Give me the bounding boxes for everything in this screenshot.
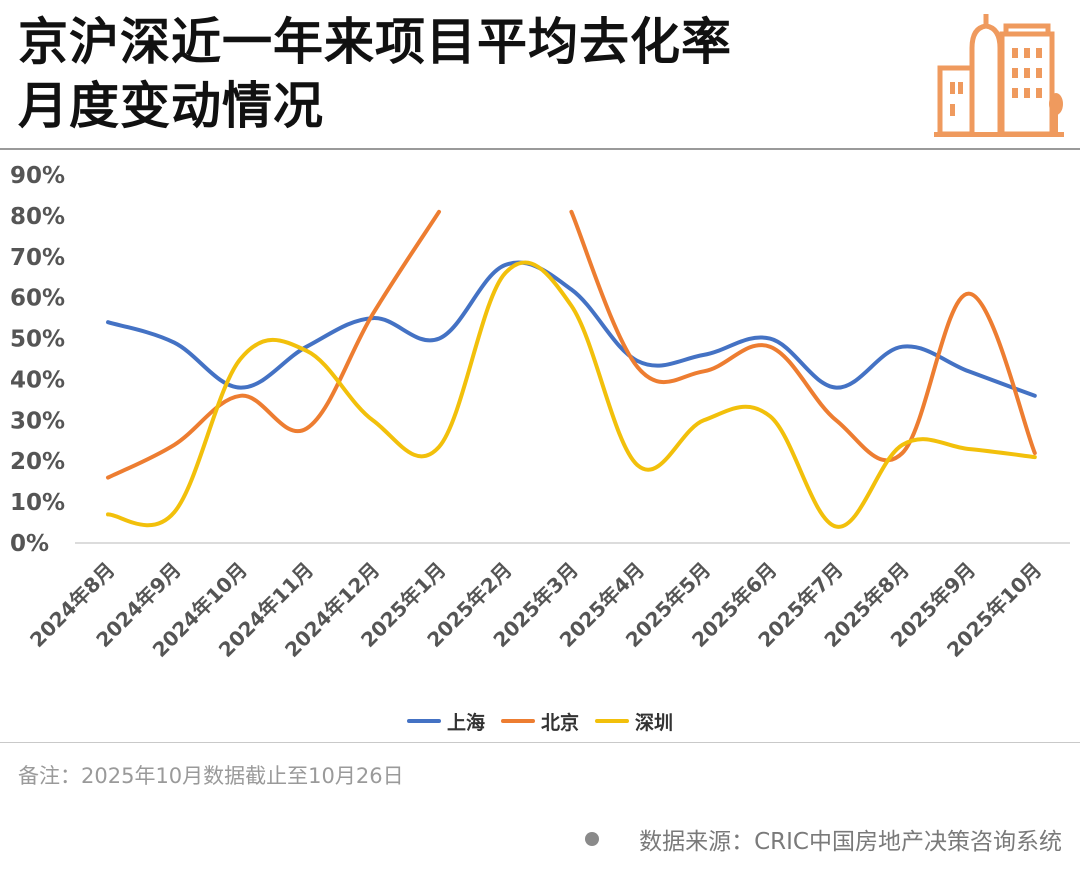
legend-label: 北京 bbox=[540, 711, 579, 734]
series-line-北京 bbox=[106, 209, 441, 480]
y-tick-label: 0% bbox=[10, 531, 49, 557]
series-line-上海 bbox=[106, 260, 1037, 398]
y-tick-label: 30% bbox=[10, 408, 65, 434]
legend-item: 深圳 bbox=[595, 708, 673, 735]
y-tick-label: 60% bbox=[10, 286, 65, 312]
footnote: 备注：2025年10月数据截止至10月26日 bbox=[18, 764, 404, 788]
title-divider bbox=[0, 148, 1080, 150]
legend-swatch bbox=[406, 719, 441, 723]
y-tick-label: 10% bbox=[10, 490, 65, 516]
legend-label: 上海 bbox=[446, 711, 485, 734]
y-tick-label: 90% bbox=[10, 163, 65, 189]
y-tick-label: 20% bbox=[10, 449, 65, 475]
data-source: 数据来源：CRIC中国房地产决策咨询系统 bbox=[585, 822, 1062, 856]
legend-item: 北京 bbox=[500, 708, 579, 735]
source-text: 数据来源：CRIC中国房地产决策咨询系统 bbox=[639, 829, 1062, 855]
line-chart: 0%10%20%30%40%50%60%70%80%90%2024年8月2024… bbox=[10, 163, 1070, 662]
footer-divider bbox=[0, 742, 1080, 743]
y-tick-label: 50% bbox=[10, 327, 65, 353]
city-buildings-icon bbox=[934, 14, 1064, 137]
bullet-icon bbox=[585, 832, 600, 846]
legend-swatch bbox=[500, 719, 535, 723]
title-line-1: 京沪深近一年来项目平均去化率 bbox=[18, 13, 732, 71]
y-tick-label: 80% bbox=[10, 204, 65, 230]
y-tick-label: 70% bbox=[10, 245, 65, 271]
title-line-2: 月度变动情况 bbox=[18, 77, 324, 135]
chart-legend: 上海 北京 深圳 bbox=[0, 706, 1080, 735]
series-line-深圳 bbox=[106, 260, 1037, 529]
y-tick-label: 40% bbox=[10, 367, 65, 393]
legend-swatch bbox=[595, 719, 629, 723]
legend-label: 深圳 bbox=[635, 711, 674, 734]
legend-item: 上海 bbox=[406, 708, 485, 735]
series-line-北京 bbox=[569, 209, 1037, 463]
page-title: 京沪深近一年来项目平均去化率 月度变动情况 bbox=[18, 10, 898, 138]
